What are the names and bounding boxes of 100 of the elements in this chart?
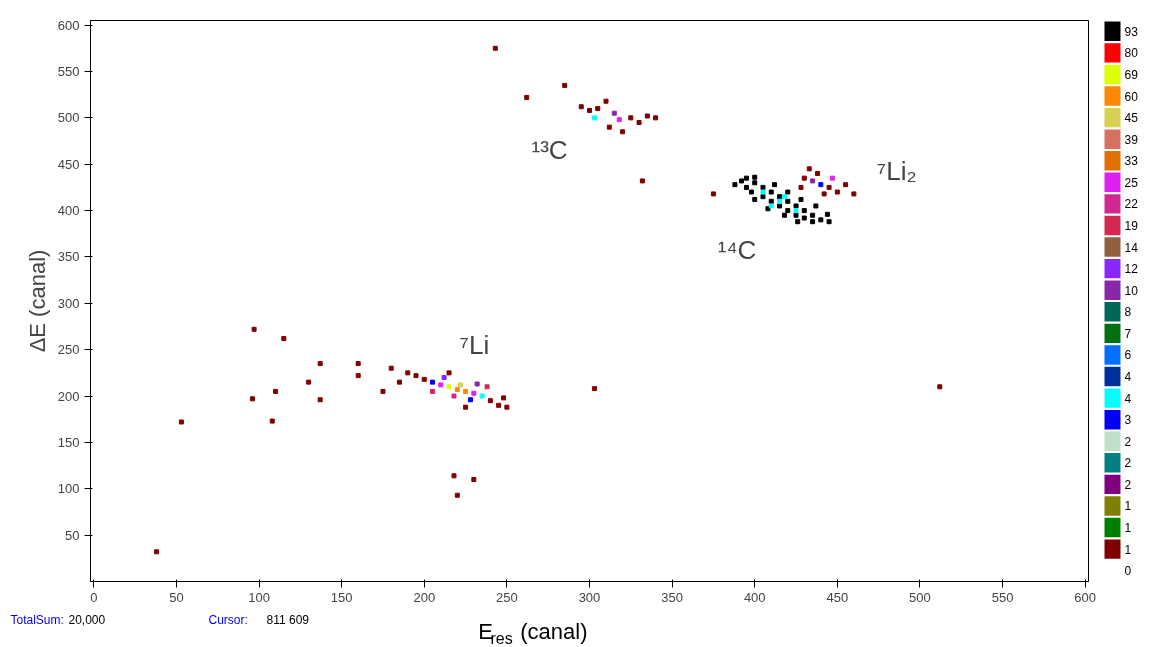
legend-label: 2 [1124,477,1132,492]
x-tick-label: 600 [1074,589,1097,605]
point [458,382,464,388]
point [653,115,659,121]
point [821,191,827,197]
legend-label: 4 [1124,370,1132,385]
point [413,373,419,379]
y-tick-label: 550 [57,64,80,79]
point [772,182,778,188]
point [479,393,485,399]
legend-label: 6 [1124,348,1132,363]
point [471,390,477,396]
legend-label: 14 [1124,240,1139,255]
point [760,184,766,190]
point [438,382,444,388]
point [281,336,287,342]
point [178,419,184,425]
legend-label: 19 [1124,218,1139,233]
y-axis-title: ΔE (canal) [24,249,50,353]
point [636,120,642,125]
point [710,191,716,197]
point [826,219,832,225]
point [603,98,609,104]
point [273,388,279,394]
point [578,104,584,110]
point [587,107,592,113]
point [269,418,275,424]
point [463,388,469,394]
x-tick-label: 450 [826,589,849,605]
point [739,178,745,184]
point [815,171,821,176]
point [446,384,452,390]
point [639,178,645,184]
text: 20,000 [68,613,106,627]
legend-label: 33 [1124,154,1139,169]
y-tick-label: 350 [57,249,80,265]
point [430,379,436,385]
point [818,217,824,223]
point [504,404,510,410]
y-tick-label: 250 [57,342,80,358]
point [798,196,804,202]
legend-label: 1 [1124,499,1132,514]
point [616,117,622,123]
point [843,182,849,188]
point [793,212,799,218]
annotation: ⁷Li₂ [876,155,917,186]
point [591,115,597,121]
point [430,388,436,394]
x-tick-label: 400 [743,589,766,605]
point [810,212,816,218]
point [785,198,791,204]
point [355,361,361,367]
point [492,45,498,51]
legend-label: 3 [1124,413,1132,428]
legend-label: 1 [1124,542,1132,557]
point [785,189,791,195]
legend-label: 80 [1124,46,1139,61]
point [785,208,791,214]
x-tick-label: 550 [991,589,1014,605]
text: 811 609 [266,612,310,627]
point [793,203,799,209]
point [501,395,507,401]
point [249,396,255,402]
x-tick-label: 0 [90,589,98,605]
legend-label: 25 [1124,175,1139,190]
point [474,381,480,387]
point [851,191,857,197]
legend-label: 10 [1124,283,1139,298]
point [834,189,840,195]
point [595,106,601,112]
point [793,208,799,214]
point [781,212,787,218]
point [810,219,816,225]
point [777,203,783,209]
point [628,115,634,121]
point [752,196,758,202]
legend-label: 4 [1124,391,1132,406]
point [562,82,568,88]
y-tick-label: 500 [57,110,80,126]
point [451,393,457,399]
point [524,94,530,100]
x-tick-label: 500 [909,589,931,605]
point [396,379,402,385]
point [768,189,774,195]
point [468,397,474,403]
point [743,175,749,181]
point [801,208,807,214]
point [484,384,490,390]
point [818,182,824,188]
point [606,124,612,130]
x-tick-label: 150 [330,589,353,605]
legend-label: 22 [1124,197,1139,212]
annotation: ⁷Li [459,330,490,361]
point [813,203,819,209]
legend-label: 60 [1124,89,1139,104]
point [388,365,394,371]
point [806,166,812,172]
x-tick-label: 300 [578,589,601,605]
x-tick-label: 50 [169,589,184,605]
x-tick-label: 250 [496,589,518,605]
